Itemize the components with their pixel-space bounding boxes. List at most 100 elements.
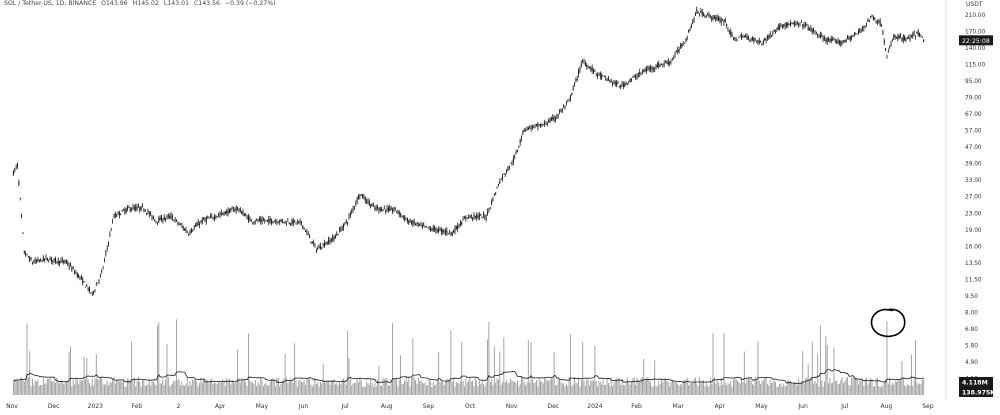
legend-change: −0.39 (−0.27%) xyxy=(224,0,276,7)
x-tick-label: Aug xyxy=(881,403,893,410)
candle-body xyxy=(188,234,190,236)
candle-body xyxy=(128,207,130,208)
x-tick-label: Jun xyxy=(797,403,808,410)
y-tick-label: 5.80 xyxy=(965,343,978,349)
candle-body xyxy=(833,39,835,41)
candle-body xyxy=(53,258,55,260)
candle-body xyxy=(116,215,118,217)
candle-body xyxy=(688,30,690,33)
y-tick-label: 4.90 xyxy=(965,360,978,366)
candle-body xyxy=(704,16,706,18)
candle-body xyxy=(700,10,702,13)
candle-body xyxy=(121,210,123,212)
candle-body xyxy=(497,184,499,186)
candle-body xyxy=(548,120,550,123)
candle-body xyxy=(618,86,620,88)
candle-body xyxy=(222,212,224,215)
candle-body xyxy=(785,24,787,26)
candle-body xyxy=(809,28,811,31)
candle-body xyxy=(15,166,17,168)
candle-body xyxy=(882,31,884,35)
candle-body xyxy=(386,207,388,210)
candle-body xyxy=(178,223,180,225)
candle-body xyxy=(787,22,789,26)
candle-body xyxy=(583,61,585,63)
candle-body xyxy=(333,236,335,241)
candle-body xyxy=(166,215,168,217)
candle-body xyxy=(99,275,101,276)
candle-body xyxy=(169,215,171,218)
candle-body xyxy=(874,17,876,20)
candle-body xyxy=(343,223,345,229)
candle-body xyxy=(454,227,456,233)
candle-body xyxy=(500,178,502,180)
candle-body xyxy=(735,39,737,41)
candle-body xyxy=(597,74,599,76)
candle-body xyxy=(588,66,590,68)
candle-body xyxy=(625,82,627,84)
candle-body xyxy=(673,58,675,59)
y-tick-label: 170.00 xyxy=(965,30,986,36)
candle-body xyxy=(832,39,834,41)
candle-body xyxy=(654,68,656,70)
candle-body xyxy=(560,110,562,112)
candle-body xyxy=(362,194,364,198)
candle-body xyxy=(387,207,389,211)
candle-body xyxy=(650,67,652,70)
candle-body xyxy=(61,259,63,261)
candle-body xyxy=(215,216,217,218)
candle-body xyxy=(576,78,578,80)
candle-body xyxy=(758,40,760,44)
candle-body xyxy=(684,42,686,44)
candle-body xyxy=(633,75,635,77)
candle-body xyxy=(389,207,391,211)
candle-body xyxy=(401,215,403,217)
candle-body xyxy=(439,229,441,230)
candle-body xyxy=(177,222,179,224)
candle-body xyxy=(540,123,542,127)
candle-body xyxy=(19,198,21,199)
candle-body xyxy=(798,23,800,25)
candle-body xyxy=(135,206,137,211)
candle-body xyxy=(637,75,639,77)
candle-body xyxy=(374,207,376,209)
candle-body xyxy=(734,37,736,40)
candle-body xyxy=(450,232,452,235)
candle-body xyxy=(756,40,758,42)
candle-body xyxy=(148,212,150,215)
candle-body xyxy=(754,39,756,41)
candle-body xyxy=(678,49,680,52)
candle-body xyxy=(921,36,923,38)
candle-body xyxy=(337,234,339,236)
candle-body xyxy=(712,15,714,20)
x-tick-label: Aug xyxy=(381,403,393,410)
candle-body xyxy=(561,108,563,111)
candle-body xyxy=(281,220,283,223)
candle-body xyxy=(352,208,354,211)
x-tick-label: Nov xyxy=(506,403,518,410)
candle-body xyxy=(868,20,870,22)
candle-body xyxy=(260,218,262,222)
candle-body xyxy=(519,140,521,143)
y-tick-label: 39.00 xyxy=(965,162,982,168)
candle-body xyxy=(496,187,498,189)
candle-body xyxy=(803,24,805,27)
candle-body xyxy=(302,225,304,228)
candle-body xyxy=(56,261,58,263)
candle-body xyxy=(324,242,326,247)
candle-body xyxy=(746,35,748,39)
candle-body xyxy=(38,260,40,262)
candle-body xyxy=(27,257,29,258)
candle-body xyxy=(492,197,494,201)
candle-body xyxy=(544,122,546,125)
candle-body xyxy=(476,215,478,218)
candle-body xyxy=(127,206,129,209)
candle-body xyxy=(212,218,214,219)
candle-body xyxy=(590,68,592,70)
candle-body xyxy=(295,222,297,224)
candle-body xyxy=(344,222,346,224)
candle-body xyxy=(682,43,684,45)
candle-body xyxy=(328,239,330,244)
candle-body xyxy=(368,202,370,204)
